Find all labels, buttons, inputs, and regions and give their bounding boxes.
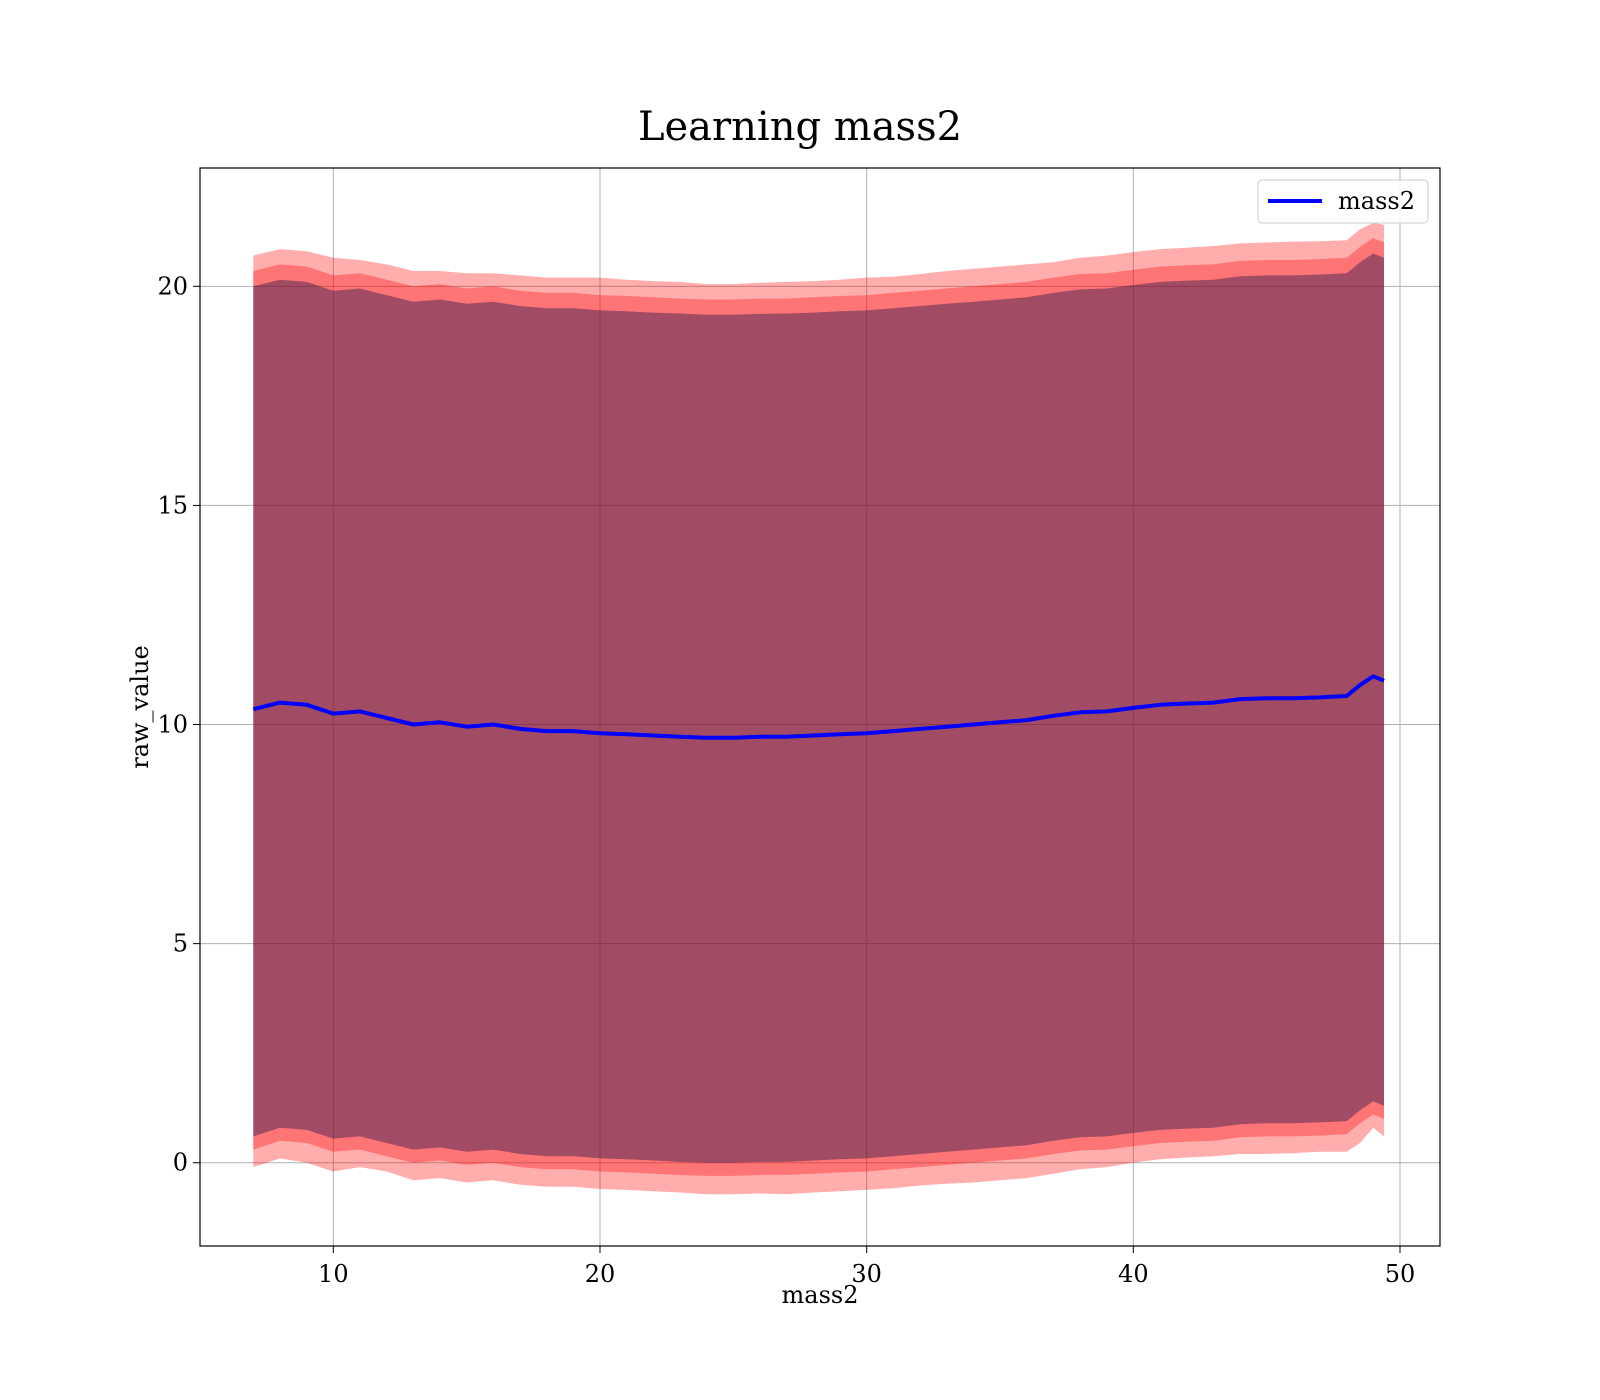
y-tick-label: 0 <box>173 1149 188 1177</box>
x-tick-label: 20 <box>585 1260 616 1288</box>
x-tick-label: 30 <box>851 1260 882 1288</box>
y-tick-label: 10 <box>157 711 188 739</box>
legend-box <box>1257 179 1429 224</box>
legend: mass2 <box>1257 179 1429 224</box>
plot-frame <box>199 167 1441 1247</box>
y-axis-ticks: 0 5 10 15 20 <box>157 272 200 1177</box>
legend-label-mass2: mass2 <box>1338 187 1415 215</box>
chart-title: Learning mass2 <box>638 104 962 150</box>
x-axis-ticks: 10 20 30 40 50 <box>318 1246 1415 1288</box>
confidence-band-1 <box>253 222 1384 1195</box>
x-axis-label: mass2 <box>782 1281 859 1309</box>
series-lines <box>252 674 1385 740</box>
y-tick-label: 20 <box>157 272 188 300</box>
series-line-mass2 <box>252 674 1385 740</box>
confidence-band-3 <box>253 253 1384 1163</box>
y-tick-label: 5 <box>173 930 188 958</box>
y-axis-label: raw_value <box>126 645 154 769</box>
confidence-bands <box>253 222 1384 1195</box>
x-tick-label: 40 <box>1118 1260 1149 1288</box>
x-tick-label: 10 <box>318 1260 349 1288</box>
confidence-band-2 <box>253 238 1384 1176</box>
x-tick-label: 50 <box>1385 1260 1416 1288</box>
grid <box>200 168 1440 1246</box>
y-tick-label: 15 <box>157 491 188 519</box>
